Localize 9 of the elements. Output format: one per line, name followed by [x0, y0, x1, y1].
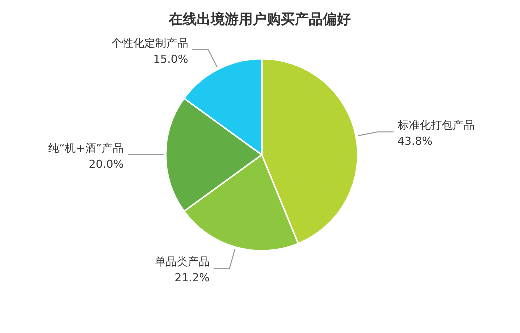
- slice-label: 单品类产品: [154, 256, 210, 269]
- slice-label: 纯“机+酒”产品: [48, 142, 124, 155]
- slice-label: 个性化定制产品: [111, 36, 188, 50]
- data-label: 15.0%: [153, 52, 188, 66]
- chart-title: 在线出境游用户购买产品偏好: [168, 11, 351, 28]
- data-label: 21.2%: [174, 272, 210, 285]
- data-label: 20.0%: [89, 158, 124, 171]
- slice-label: 标准化打包产品: [396, 119, 475, 132]
- data-label: 43.8%: [398, 135, 433, 148]
